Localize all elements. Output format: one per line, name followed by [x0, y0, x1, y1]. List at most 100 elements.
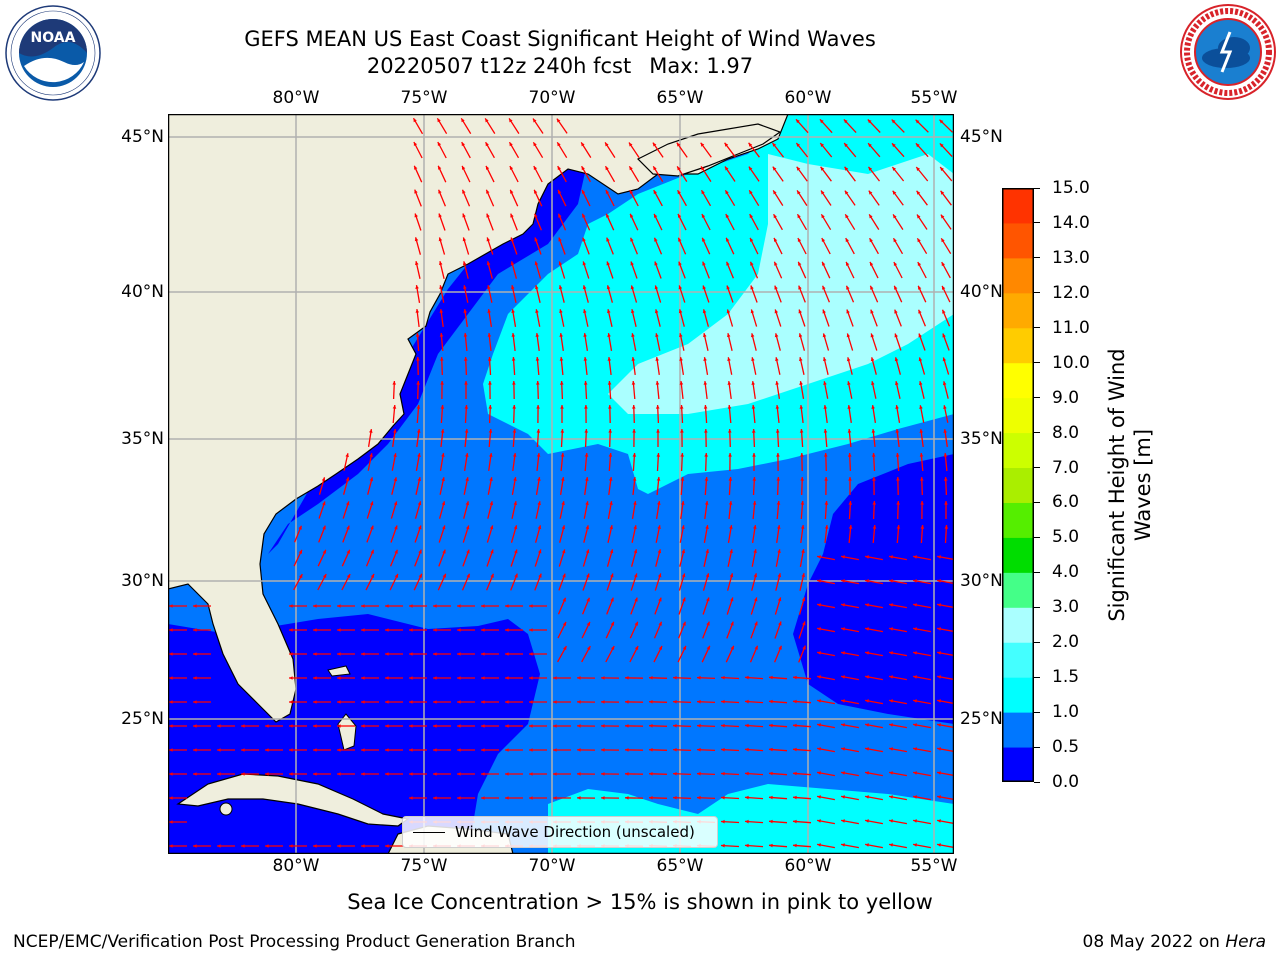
wave-direction-arrowhead: [796, 119, 800, 124]
wave-direction-arrowhead: [778, 645, 782, 650]
wave-direction-arrowhead: [724, 142, 729, 147]
wave-direction-arrowhead: [385, 844, 389, 848]
legend-line-icon: [413, 832, 445, 833]
wave-direction-arrowhead: [241, 748, 245, 752]
wave-direction-arrowhead: [169, 652, 173, 656]
wave-direction-arrowhead: [587, 646, 591, 651]
colorbar-segment: [1002, 467, 1034, 503]
wave-direction-arrowhead: [625, 700, 629, 704]
wave-direction-arrowhead: [776, 477, 780, 481]
wave-direction-arrowhead: [193, 628, 197, 632]
lon-label-bottom: 65°W: [656, 856, 704, 876]
wave-direction-arrowhead: [870, 285, 874, 290]
wave-direction-arrowhead: [433, 724, 437, 728]
wave-direction-arrowhead: [745, 747, 749, 752]
wave-direction-arrowhead: [559, 381, 564, 385]
wave-direction-arrowhead: [750, 285, 754, 290]
wave-direction-arrowhead: [289, 700, 293, 704]
wave-direction-arrowhead: [241, 844, 245, 848]
wave-direction-arrowhead: [313, 724, 317, 728]
colorbar: [1002, 188, 1034, 782]
wave-direction-arrowhead: [649, 700, 653, 704]
wave-direction-arrowhead: [702, 237, 706, 242]
wave-direction-arrowhead: [817, 603, 821, 607]
wave-direction-arrowhead: [846, 261, 850, 266]
wave-direction-arrowhead: [385, 724, 389, 728]
lat-label-right: 25°N: [960, 709, 1003, 729]
wave-direction-arrowhead: [774, 309, 779, 314]
colorbar-segment: [1002, 502, 1034, 538]
wave-direction-arrowhead: [889, 651, 893, 655]
wave-direction-arrowhead: [633, 549, 638, 554]
wave-direction-arrowhead: [509, 142, 513, 147]
wave-direction-arrowhead: [892, 167, 896, 171]
wave-direction-arrowhead: [869, 238, 873, 243]
wave-direction-arrowhead: [414, 165, 418, 170]
wave-direction-arrowhead: [536, 381, 540, 385]
wave-direction-arrowhead: [634, 621, 638, 626]
wave-direction-arrowhead: [488, 381, 492, 385]
wave-direction-arrowhead: [703, 357, 707, 361]
wave-direction-arrowhead: [847, 429, 852, 433]
wave-direction-arrowhead: [753, 525, 757, 529]
wave-direction-arrowhead: [681, 549, 686, 554]
wave-direction-arrowhead: [679, 333, 683, 338]
wave-direction-arrowhead: [871, 381, 875, 386]
wave-direction-arrowhead: [702, 261, 706, 266]
wave-direction-arrowhead: [313, 628, 317, 632]
wave-direction-arrowhead: [728, 501, 733, 505]
wave-direction-arrowhead: [705, 549, 709, 554]
wave-direction-arrowhead: [558, 285, 563, 290]
wave-direction-arrowhead: [726, 237, 730, 242]
wave-direction-arrowhead: [634, 646, 639, 650]
colorbar-tick-label: 0.5: [1052, 737, 1080, 758]
wave-direction-arrowhead: [841, 723, 845, 727]
wave-direction-arrowhead: [745, 843, 749, 848]
colorbar-tick-label: 0.0: [1052, 772, 1080, 792]
wave-direction-arrowhead: [682, 645, 686, 650]
wave-direction-arrowhead: [346, 549, 350, 554]
wave-direction-arrowhead: [657, 573, 662, 578]
wave-direction-arrowhead: [725, 214, 730, 218]
wave-direction-arrowhead: [913, 603, 917, 607]
wave-direction-arrowhead: [394, 573, 398, 578]
wave-direction-arrowhead: [632, 429, 636, 433]
wave-direction-arrowhead: [673, 796, 677, 800]
wave-direction-arrowhead: [510, 189, 514, 194]
wave-direction-arrowhead: [562, 573, 566, 578]
colorbar-segment: [1002, 747, 1034, 782]
wave-direction-arrowhead: [800, 453, 804, 457]
wave-direction-arrowhead: [727, 405, 732, 409]
wave-direction-arrowhead: [919, 429, 924, 433]
wave-direction-arrowhead: [409, 748, 413, 752]
wave-direction-arrowhead: [418, 573, 422, 578]
wave-direction-arrowhead: [913, 795, 917, 799]
wave-direction-arrowhead: [560, 405, 564, 409]
wave-direction-arrowhead: [577, 796, 581, 800]
wave-direction-arrowhead: [868, 143, 872, 148]
wave-direction-arrowhead: [916, 190, 921, 195]
colorbar-tick-label: 6.0: [1052, 492, 1080, 513]
colorbar-segment: [1002, 257, 1034, 294]
wave-direction-arrowhead: [462, 261, 467, 266]
wave-direction-arrowhead: [534, 237, 538, 242]
wave-direction-arrowhead: [442, 573, 446, 578]
wave-direction-arrowhead: [438, 165, 442, 170]
wave-height-map: [168, 114, 954, 854]
wave-direction-arrowhead: [582, 261, 587, 266]
wave-direction-arrowhead: [511, 333, 516, 337]
colorbar-tick-label: 8.0: [1052, 422, 1080, 443]
wave-direction-arrowhead: [529, 700, 533, 704]
wave-direction-arrowhead: [893, 238, 897, 243]
wave-direction-arrowhead: [895, 429, 900, 433]
wave-direction-arrowhead: [773, 190, 777, 195]
wave-direction-arrowhead: [678, 213, 682, 218]
wave-direction-arrowhead: [793, 819, 797, 824]
wave-direction-arrowhead: [801, 597, 806, 602]
wave-direction-arrowhead: [653, 190, 657, 195]
wave-direction-arrowhead: [799, 429, 804, 433]
wave-direction-arrowhead: [577, 748, 581, 752]
wave-direction-arrowhead: [865, 675, 869, 679]
wave-direction-arrowhead: [409, 604, 413, 608]
wave-direction-arrowhead: [169, 700, 173, 704]
